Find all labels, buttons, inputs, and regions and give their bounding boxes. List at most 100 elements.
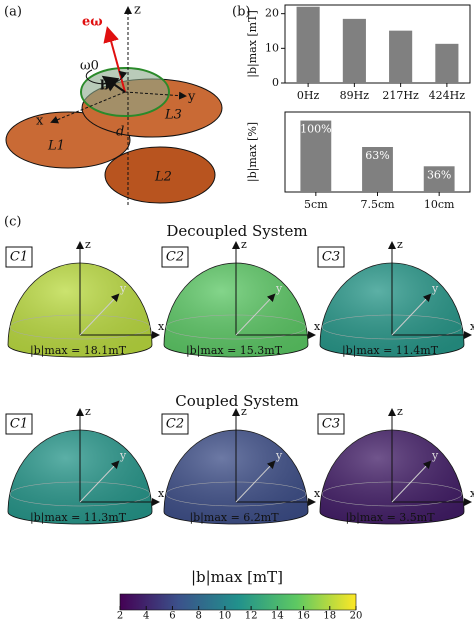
x-tick-label: 424Hz — [429, 89, 466, 102]
y-axis — [391, 293, 432, 336]
label: x — [36, 114, 44, 129]
row-title: Coupled System — [175, 392, 298, 410]
y-tick-label: 20 — [265, 7, 279, 20]
label: L3 — [164, 108, 182, 123]
map-label: C2 — [166, 250, 184, 265]
plot-frame — [284, 4, 471, 84]
x-tick-label: 89Hz — [340, 89, 370, 102]
value-label: |b|max = 6.2mT — [189, 511, 279, 525]
axis-label: y — [275, 282, 283, 295]
axis-label: z — [85, 405, 91, 418]
colorbar-tick-label: 6 — [169, 611, 175, 622]
value-label: 36% — [427, 168, 451, 181]
label-box — [5, 413, 33, 435]
y-axis — [235, 460, 276, 503]
axis-label: y — [275, 449, 283, 462]
map-label: C3 — [322, 417, 340, 432]
colorbar-label: |b|max [mT] — [191, 568, 283, 586]
colorbar-tick-label: 2 — [117, 611, 123, 622]
value-label: |b|max = 11.3mT — [30, 511, 127, 525]
axis-label: x — [470, 487, 474, 500]
bar — [342, 18, 366, 83]
value-label: |b|max = 18.1mT — [30, 344, 127, 358]
bar — [300, 120, 332, 192]
y-axis — [79, 460, 120, 503]
axis-label: x — [314, 487, 321, 500]
label: L2 — [154, 170, 172, 185]
b-arrow — [101, 75, 126, 93]
colorbar-tick-label: 14 — [271, 611, 284, 622]
label-box — [161, 246, 189, 268]
x-tick-label: 217Hz — [382, 89, 419, 102]
value-label: |b|max = 11.4mT — [342, 344, 439, 358]
label-box — [161, 413, 189, 435]
axis-label: y — [431, 449, 439, 462]
y-axis — [124, 91, 187, 100]
axis-label: x — [470, 320, 474, 333]
value-label: 63% — [365, 149, 389, 162]
colorbar-tick-label: 10 — [219, 611, 232, 622]
value-label: 100% — [300, 123, 331, 136]
y-axis — [79, 293, 120, 336]
x-tick-label: 7.5cm — [360, 198, 395, 211]
rotation-arrow — [85, 69, 128, 85]
value-label: |b|max = 3.5mT — [345, 511, 435, 525]
bar — [389, 30, 413, 83]
map-label: C1 — [10, 417, 28, 432]
y-axis-label: |b|max [mT] — [246, 10, 260, 78]
map-label: C1 — [10, 250, 28, 265]
map-label: C3 — [322, 250, 340, 265]
x-tick-label: 5cm — [304, 198, 328, 211]
panel-a: (a) z eω ω0 b y x L1 L3 L2 d — [4, 3, 223, 205]
panel-label: (b) — [232, 5, 250, 20]
label: y — [187, 90, 196, 105]
axis-label: z — [241, 405, 247, 418]
axis-label: y — [119, 282, 127, 295]
colorbar-tick-label: 12 — [245, 611, 258, 622]
coil-l2 — [104, 146, 216, 204]
panel-label: (c) — [4, 215, 21, 230]
e-omega-arrow — [103, 26, 126, 93]
label-box — [317, 413, 345, 435]
axis-label: z — [85, 238, 91, 251]
axis-label: y — [431, 282, 439, 295]
axis-label: z — [241, 238, 247, 251]
colorbar — [119, 593, 357, 611]
colorbar-tick-label: 16 — [297, 611, 310, 622]
axis-label: z — [397, 405, 403, 418]
y-axis-label: |b|max [%] — [246, 122, 260, 182]
label: L1 — [47, 139, 65, 154]
y-tick-label: 10 — [265, 41, 279, 54]
x-tick-label: 0Hz — [297, 89, 320, 102]
bar — [435, 43, 459, 83]
label: b — [100, 79, 109, 94]
axis-label: x — [314, 320, 321, 333]
label: eω — [82, 15, 103, 30]
y-tick-label: 0 — [272, 76, 279, 89]
bar — [296, 6, 320, 84]
panel-b: |b|max [mT] 0 10 20 0Hz 89Hz 217Hz 424Hz |b|max … — [246, 4, 471, 211]
bar — [423, 166, 455, 192]
colorbar-tick-label: 18 — [323, 611, 336, 622]
value-label: |b|max = 15.3mT — [186, 344, 283, 358]
label: d — [116, 125, 124, 140]
bar — [362, 147, 393, 192]
colorbar-tick-label: 8 — [195, 611, 201, 622]
colorbar-tick-label: 4 — [143, 611, 149, 622]
label: ω0 — [80, 59, 99, 74]
label: z — [134, 3, 141, 18]
colorbar-tick-label: 20 — [350, 611, 363, 622]
label-box — [5, 246, 33, 268]
y-axis — [235, 293, 276, 336]
x-tick-label: 10cm — [424, 198, 455, 211]
axis-label: y — [119, 449, 127, 462]
label-box — [317, 246, 345, 268]
x-axis — [50, 91, 126, 124]
map-label: C2 — [166, 417, 184, 432]
panel-label: (a) — [4, 5, 22, 20]
axis-label: x — [158, 487, 165, 500]
axis-label: z — [397, 238, 403, 251]
row-title: Decoupled System — [166, 222, 307, 240]
